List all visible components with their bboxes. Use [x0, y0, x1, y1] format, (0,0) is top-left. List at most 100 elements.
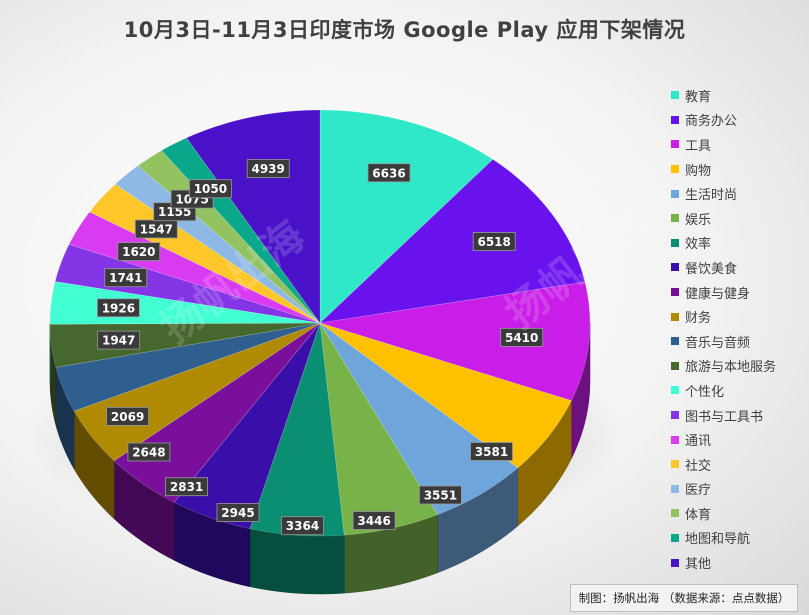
legend-swatch	[671, 238, 679, 247]
data-label-通讯: 1620	[117, 242, 161, 262]
pie-slice-图书与工具书	[54, 243, 321, 324]
legend-swatch	[671, 337, 679, 346]
legend-label: 其他	[685, 557, 712, 573]
legend-label: 个性化	[685, 384, 725, 400]
data-label-旅游与本地服务: 1947	[97, 330, 141, 350]
data-label-生活时尚: 3551	[418, 485, 462, 505]
legend-label: 健康与健身	[685, 286, 751, 302]
pie-slice-社交	[89, 183, 321, 324]
legend-item-工具: 工具	[671, 132, 809, 157]
pie-slice-餐饮美食	[173, 322, 321, 530]
legend-item-其他: 其他	[671, 550, 809, 575]
data-label-value: 5410	[505, 331, 538, 345]
source-note: 制图：扬帆出海 （数据来源：点点数据）	[570, 584, 798, 612]
data-label-box	[470, 442, 513, 461]
legend-item-生活时尚: 生活时尚	[671, 181, 809, 206]
legend-label: 生活时尚	[685, 188, 738, 204]
data-label-box	[97, 298, 140, 318]
data-label-box	[472, 232, 516, 252]
legend-label: 工具	[685, 138, 712, 154]
pie-slice-音乐与音频	[55, 322, 321, 412]
data-label-value: 3581	[475, 445, 508, 459]
data-label-教育: 6636	[367, 163, 411, 183]
legend-item-音乐与音频: 音乐与音频	[671, 329, 809, 354]
data-label-box	[216, 503, 260, 523]
data-label-box	[117, 242, 161, 262]
data-label-box	[127, 442, 171, 462]
legend-label: 效率	[685, 237, 712, 253]
legend-item-个性化: 个性化	[671, 378, 809, 403]
legend-label: 商务办公	[685, 114, 738, 130]
data-label-地图和导航: 1050	[188, 179, 232, 199]
legend-item-娱乐: 娱乐	[671, 206, 809, 231]
data-label-娱乐: 3446	[352, 511, 396, 530]
data-label-value: 1155	[158, 205, 191, 219]
legend-swatch	[671, 214, 679, 223]
data-label-box	[352, 511, 396, 530]
data-label-图书与工具书: 1741	[104, 268, 148, 288]
legend-swatch	[671, 312, 679, 321]
legend-swatch	[671, 189, 679, 198]
pie-slice-教育	[319, 109, 494, 324]
data-label-value: 2945	[221, 506, 254, 520]
legend-swatch	[671, 558, 679, 567]
data-label-value: 1926	[102, 301, 135, 315]
data-label-box	[106, 406, 149, 426]
chart-legend: 教育 商务办公 工具 购物 生活时尚 娱乐 效率 餐饮美食 健康与健身 财务 音乐与音频 旅游与本地服…	[671, 83, 809, 575]
data-label-健康与健身: 2831	[165, 477, 209, 497]
legend-item-医疗: 医疗	[671, 477, 809, 502]
legend-swatch	[671, 484, 679, 493]
legend-swatch	[671, 411, 679, 420]
legend-label: 教育	[685, 89, 712, 105]
legend-label: 旅游与本地服务	[685, 360, 777, 376]
legend-item-体育: 体育	[671, 501, 809, 526]
pie-side-layer	[49, 322, 591, 595]
legend-swatch	[671, 165, 679, 174]
pie-slice-购物	[319, 322, 572, 469]
data-label-value: 1547	[140, 223, 173, 237]
legend-label: 音乐与音频	[685, 335, 751, 351]
legend-swatch	[671, 509, 679, 518]
legend-swatch	[671, 435, 679, 444]
legend-item-健康与健身: 健康与健身	[671, 280, 809, 305]
data-label-value: 2069	[111, 410, 144, 424]
data-label-音乐与音频: 2069	[106, 406, 149, 426]
legend-label: 财务	[685, 311, 712, 327]
chart-title: 10月3日-11月3日印度市场 Google Play 应用下架情况	[123, 18, 686, 42]
legend-label: 通讯	[685, 434, 712, 450]
legend-item-地图和导航: 地图和导航	[671, 526, 809, 551]
data-label-个性化: 1926	[97, 298, 140, 318]
data-label-value: 1947	[102, 334, 135, 348]
legend-label: 医疗	[685, 483, 712, 499]
data-label-value: 3364	[286, 519, 319, 533]
legend-label: 图书与工具书	[685, 409, 764, 425]
data-label-商务办公: 6518	[472, 232, 516, 252]
legend-label: 体育	[685, 507, 712, 523]
legend-item-商务办公: 商务办公	[671, 108, 809, 133]
legend-swatch	[671, 140, 679, 149]
data-label-value: 1620	[122, 245, 155, 259]
legend-swatch	[671, 288, 679, 297]
data-label-社交: 1547	[134, 219, 178, 239]
legend-item-社交: 社交	[671, 452, 809, 477]
data-label-value: 1741	[109, 271, 142, 285]
legend-swatch	[671, 361, 679, 370]
legend-label: 购物	[685, 163, 712, 179]
legend-label: 地图和导航	[685, 532, 751, 548]
data-label-box	[418, 485, 462, 505]
legend-swatch	[671, 386, 679, 395]
data-label-value: 1050	[194, 182, 227, 196]
data-label-效率: 3364	[281, 516, 324, 536]
legend-swatch	[671, 263, 679, 272]
legend-item-教育: 教育	[671, 83, 809, 108]
legend-swatch	[671, 91, 679, 100]
data-label-box	[165, 477, 209, 497]
data-label-财务: 2648	[127, 442, 171, 462]
pie-slice-生活时尚	[319, 322, 519, 516]
pie-slice-通讯	[68, 211, 321, 324]
data-label-工具: 5410	[500, 327, 544, 347]
data-label-box	[281, 516, 324, 536]
data-label-box	[188, 179, 232, 199]
pie-slice-财务	[73, 322, 321, 462]
